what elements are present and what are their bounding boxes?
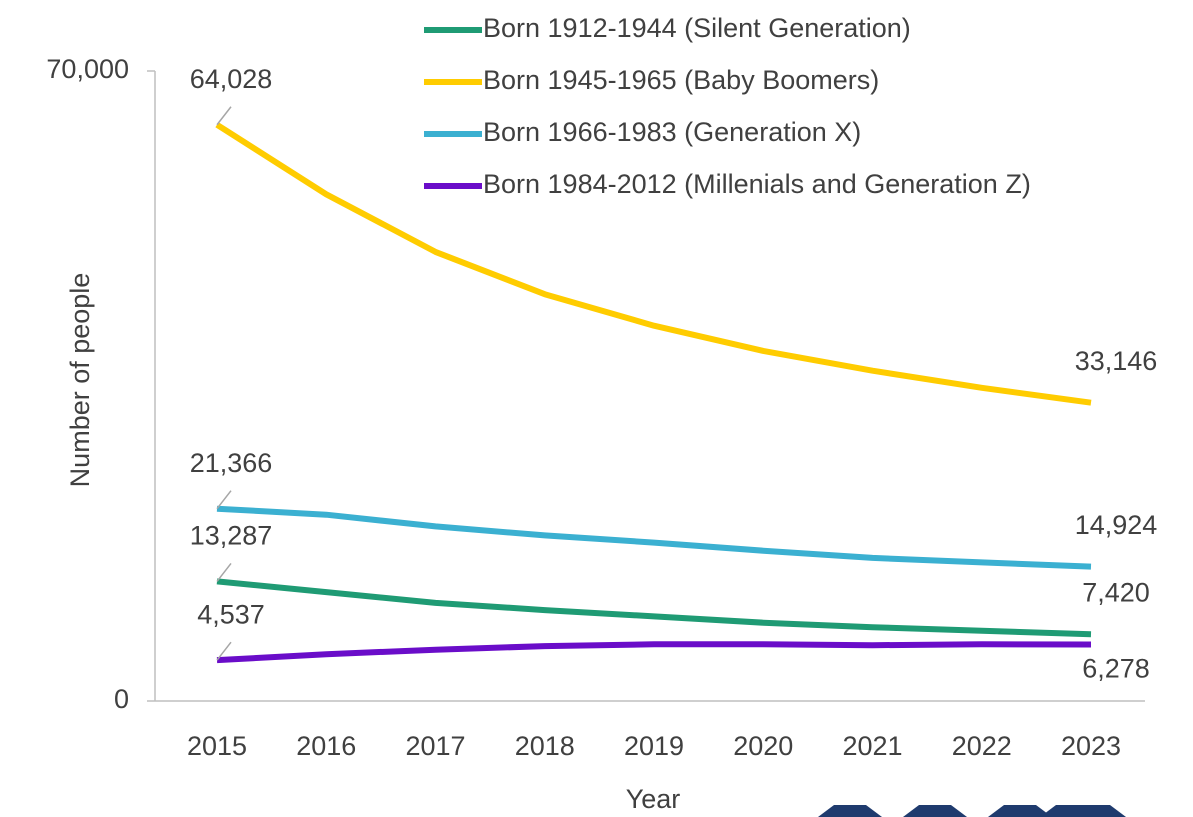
leader-line [216, 562, 232, 582]
x-tick-label: 2022 [952, 731, 1012, 761]
leader-line [216, 106, 232, 126]
line [216, 505, 1092, 570]
legend-label: Born 1966-1983 (Generation X) [483, 117, 861, 147]
line [216, 641, 1092, 664]
x-tick-label: 2020 [733, 731, 793, 761]
y-tick-label: 70,000 [46, 54, 129, 84]
x-tick-label: 2021 [842, 731, 902, 761]
x-tick-label: 2016 [296, 731, 356, 761]
y-tick-label: 0 [114, 684, 129, 714]
x-axis-label: Year [626, 784, 681, 814]
data-label: 33,146 [1075, 346, 1158, 376]
x-tick-label: 2015 [187, 731, 247, 761]
data-label: 21,366 [190, 448, 273, 478]
legend-label: Born 1984-2012 (Millenials and Generatio… [483, 169, 1031, 199]
legend-label: Born 1945-1965 (Baby Boomers) [483, 65, 879, 95]
data-label: 4,537 [197, 599, 265, 629]
data-label: 7,420 [1082, 577, 1150, 607]
x-tick-label: 2017 [405, 731, 465, 761]
data-label: 13,287 [190, 521, 273, 551]
x-tick-label: 2019 [624, 731, 684, 761]
line [215, 122, 1092, 406]
x-tick-label: 2023 [1061, 731, 1121, 761]
data-label: 14,924 [1075, 510, 1158, 540]
leader-line [216, 490, 232, 510]
data-label: 6,278 [1082, 654, 1150, 684]
logo [818, 805, 1126, 817]
x-tick-label: 2018 [515, 731, 575, 761]
legend-label: Born 1912-1944 (Silent Generation) [483, 13, 911, 43]
line [216, 578, 1092, 638]
data-label: 64,028 [190, 64, 273, 94]
leader-line [216, 641, 232, 661]
y-axis-label: Number of people [65, 273, 95, 488]
